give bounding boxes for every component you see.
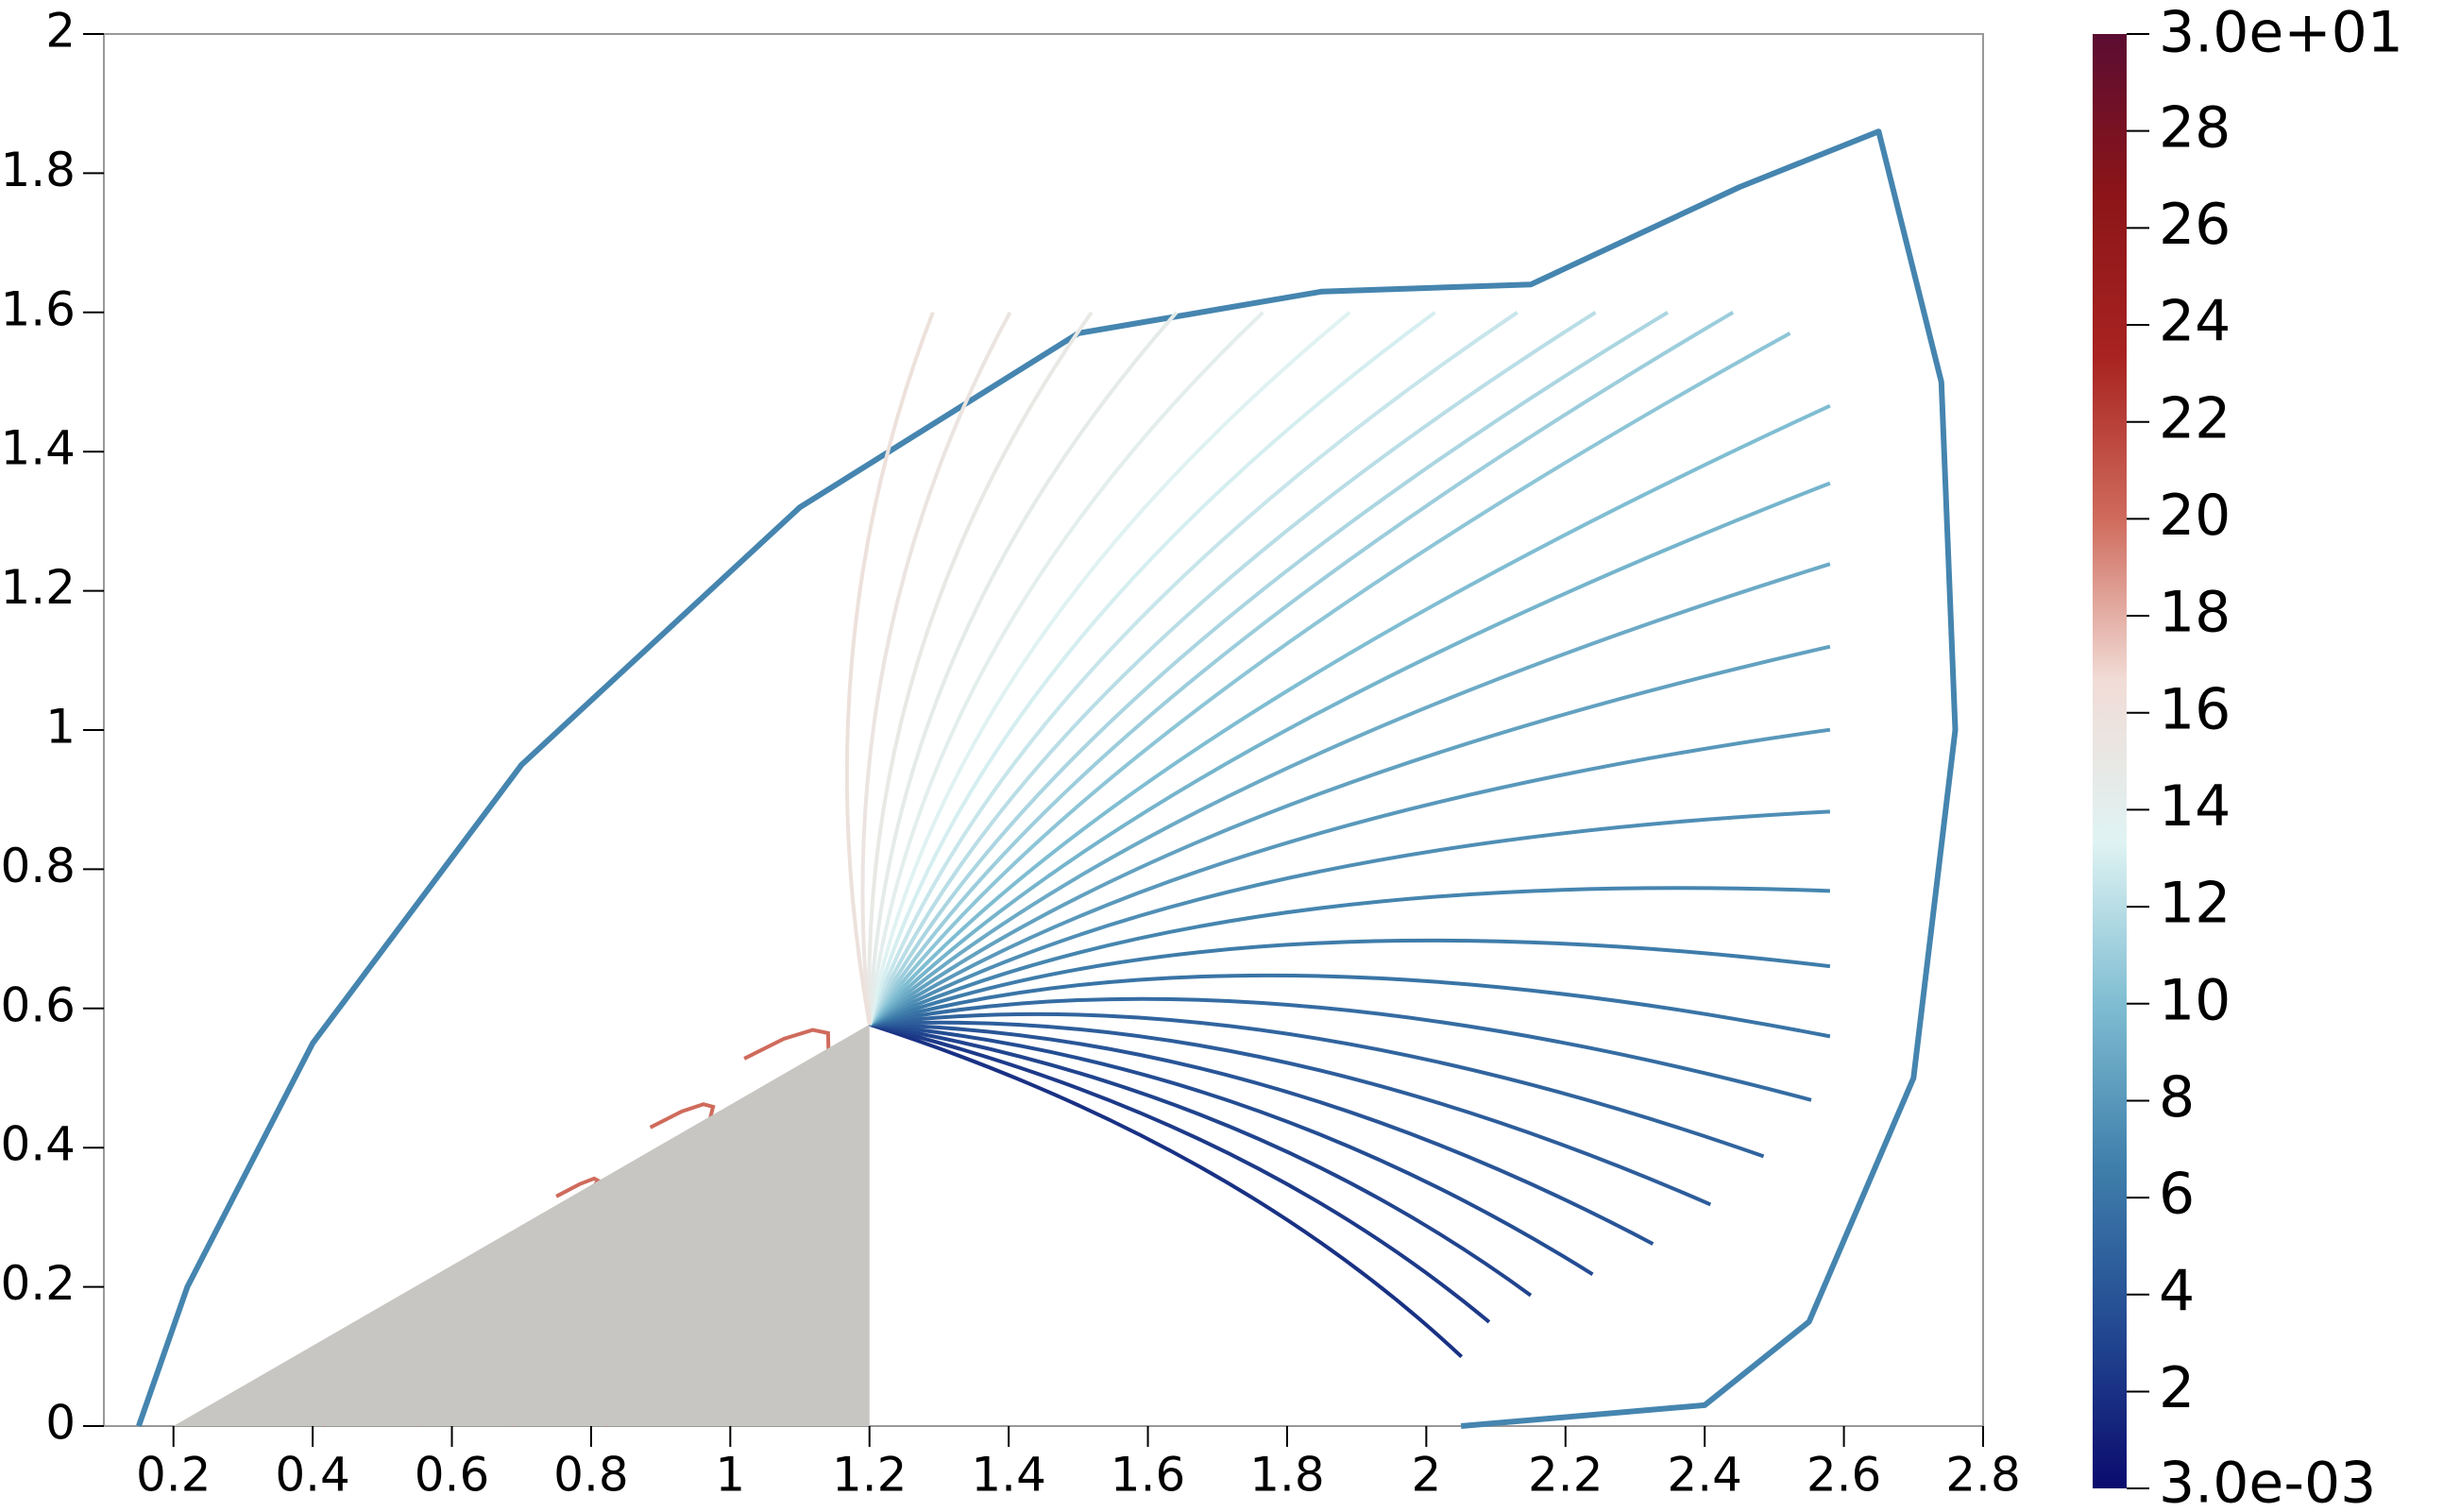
fan-contour [869, 1020, 1712, 1207]
fan-contour [869, 1022, 1594, 1276]
fan-contour [867, 311, 1436, 1026]
fan-contour [860, 311, 1012, 1025]
fan-contour [869, 1022, 1464, 1359]
y-tick-label: 1.2 [0, 560, 76, 615]
fan-contour [868, 481, 1831, 1027]
fan-contour [869, 1022, 1654, 1246]
y-tick-label: 1.6 [0, 281, 76, 336]
fan-contour [869, 996, 1812, 1102]
x-tick-label: 2.2 [1528, 1448, 1603, 1503]
colorbar-label: 26 [2159, 192, 2231, 258]
colorbar-label: 2 [2159, 1355, 2195, 1421]
colorbar-label: 4 [2159, 1258, 2195, 1324]
colorbar-label: 28 [2159, 94, 2231, 161]
fan-contour [844, 312, 935, 1026]
colorbar-label: 16 [2159, 676, 2231, 742]
y-tick-label: 1 [45, 700, 76, 755]
y-tick-label: 1.4 [0, 421, 76, 476]
fan-contour [867, 311, 1179, 1025]
fan-contour [868, 644, 1831, 1027]
colorbar-label: 22 [2159, 385, 2231, 451]
fan-contour [869, 938, 1831, 1027]
x-tick-label: 1.8 [1249, 1448, 1325, 1503]
colorbar-label: 20 [2159, 483, 2231, 549]
fan-contour [868, 403, 1831, 1027]
y-tick-label: 2 [45, 4, 76, 59]
fan-contour [867, 311, 1670, 1026]
x-tick-label: 2.6 [1807, 1448, 1882, 1503]
y-tick-label: 0.4 [0, 1117, 76, 1172]
x-tick-label: 2 [1411, 1448, 1441, 1503]
fan-contour [867, 311, 1351, 1026]
fan-contour [868, 809, 1830, 1027]
y-tick-label: 0.6 [0, 977, 76, 1032]
fan-contour [867, 311, 1518, 1026]
x-tick-label: 2.8 [1945, 1448, 2021, 1503]
x-tick-label: 0.6 [415, 1448, 490, 1503]
x-tick-label: 2.4 [1667, 1448, 1742, 1503]
x-tick-label: 1.2 [832, 1448, 908, 1503]
fan-contour [869, 1011, 1765, 1159]
colorbar-label: 8 [2159, 1064, 2195, 1130]
fan-contour [868, 331, 1791, 1026]
fan-contour [869, 973, 1831, 1039]
x-tick-label: 0.4 [275, 1448, 350, 1503]
colorbar-label: 3.0e+01 [2159, 0, 2403, 66]
colorbar-label: 18 [2159, 580, 2231, 646]
colorbar-label: 6 [2159, 1162, 2195, 1228]
fan-contour [867, 311, 1094, 1025]
fan-contour [868, 311, 1735, 1026]
x-tick-label: 1.6 [1111, 1448, 1186, 1503]
colorbar-label: 10 [2159, 967, 2231, 1033]
fan-contour [868, 886, 1830, 1027]
fan-contour [869, 1022, 1491, 1324]
y-tick-label: 0.8 [0, 839, 76, 893]
colorbar-label: 14 [2159, 773, 2231, 840]
fan-contour [867, 311, 1597, 1026]
plot-frame [103, 33, 1984, 1427]
y-tick-label: 0.2 [0, 1256, 76, 1311]
colorbar [2093, 34, 2127, 1488]
fan-contour [868, 562, 1831, 1027]
fan-contour [869, 1022, 1533, 1298]
y-tick-label: 0 [45, 1396, 76, 1451]
y-tick-label: 1.8 [0, 143, 76, 197]
shock-contour [136, 128, 1959, 1429]
colorbar-label: 12 [2159, 871, 2231, 937]
x-tick-label: 1 [715, 1448, 745, 1503]
x-tick-label: 1.4 [971, 1448, 1046, 1503]
fan-contour [867, 311, 1264, 1025]
fan-contour [868, 727, 1831, 1027]
x-tick-label: 0.8 [553, 1448, 629, 1503]
x-tick-label: 0.2 [136, 1448, 212, 1503]
colorbar-label: 24 [2159, 289, 2231, 355]
colorbar-label: 3.0e-03 [2159, 1451, 2376, 1512]
wedge [173, 1024, 870, 1426]
